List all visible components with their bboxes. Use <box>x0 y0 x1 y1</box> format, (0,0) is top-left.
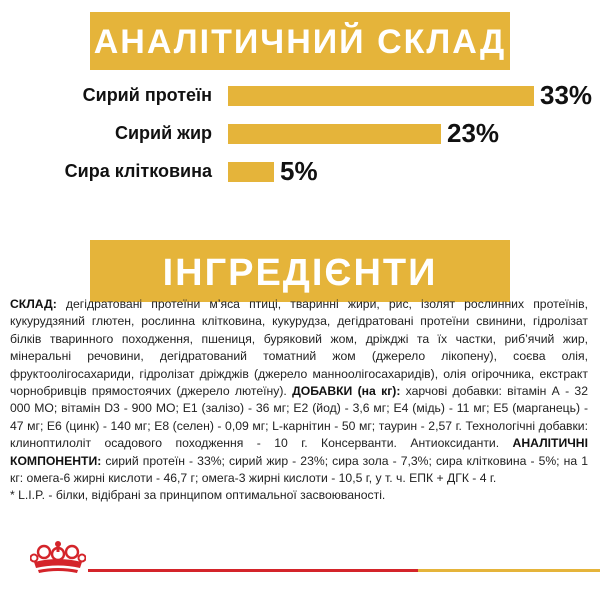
nutrient-value: 5% <box>280 156 318 186</box>
nutrient-label: Сира клітковина <box>64 161 212 181</box>
nutrient-bar <box>228 162 274 182</box>
lip-footnote: * L.I.P. - білки, відібрані за принципом… <box>10 488 386 503</box>
ingredients-title: ІНГРЕДІЄНТИ <box>162 252 438 294</box>
additives-heading: ДОБАВКИ (на кг): <box>292 384 401 399</box>
analytical-composition-title: АНАЛІТИЧНИЙ СКЛАД <box>93 23 507 61</box>
nutrient-row-fat: Сирий жир 23% <box>0 118 600 148</box>
nutrient-bar <box>228 86 534 106</box>
nutrient-row-protein: Сирий протеїн 33% <box>0 80 600 110</box>
composition-text: дегідратовані протеїни м’яса птиці, твар… <box>10 297 588 399</box>
ingredients-banner: ІНГРЕДІЄНТИ <box>90 240 510 302</box>
nutrient-row-fiber: Сира клітковина 5% <box>0 156 600 186</box>
components-text: сирий протеїн - 33%; сирий жир - 23%; си… <box>10 453 588 486</box>
nutrient-value: 23% <box>447 118 500 148</box>
brand-line-gold <box>418 569 600 572</box>
royal-crown-logo-icon <box>30 541 86 573</box>
ingredients-text-block: СКЛАД: дегідратовані протеїни м’яса птиц… <box>10 296 588 505</box>
brand-line-red <box>88 569 418 572</box>
nutrient-bar <box>228 124 441 144</box>
components-heading: АНАЛІТИЧНІ КОМПОНЕНТИ: <box>10 436 588 468</box>
nutrient-label: Сирий жир <box>114 123 212 143</box>
additives-text: харчові добавки: вітамін А - 32 000 МО; … <box>10 384 588 451</box>
nutrient-value: 33% <box>540 80 593 110</box>
analytical-composition-banner: АНАЛІТИЧНИЙ СКЛАД <box>90 12 510 70</box>
composition-heading: СКЛАД: <box>10 297 57 311</box>
nutrient-label: Сирий протеїн <box>82 85 212 105</box>
